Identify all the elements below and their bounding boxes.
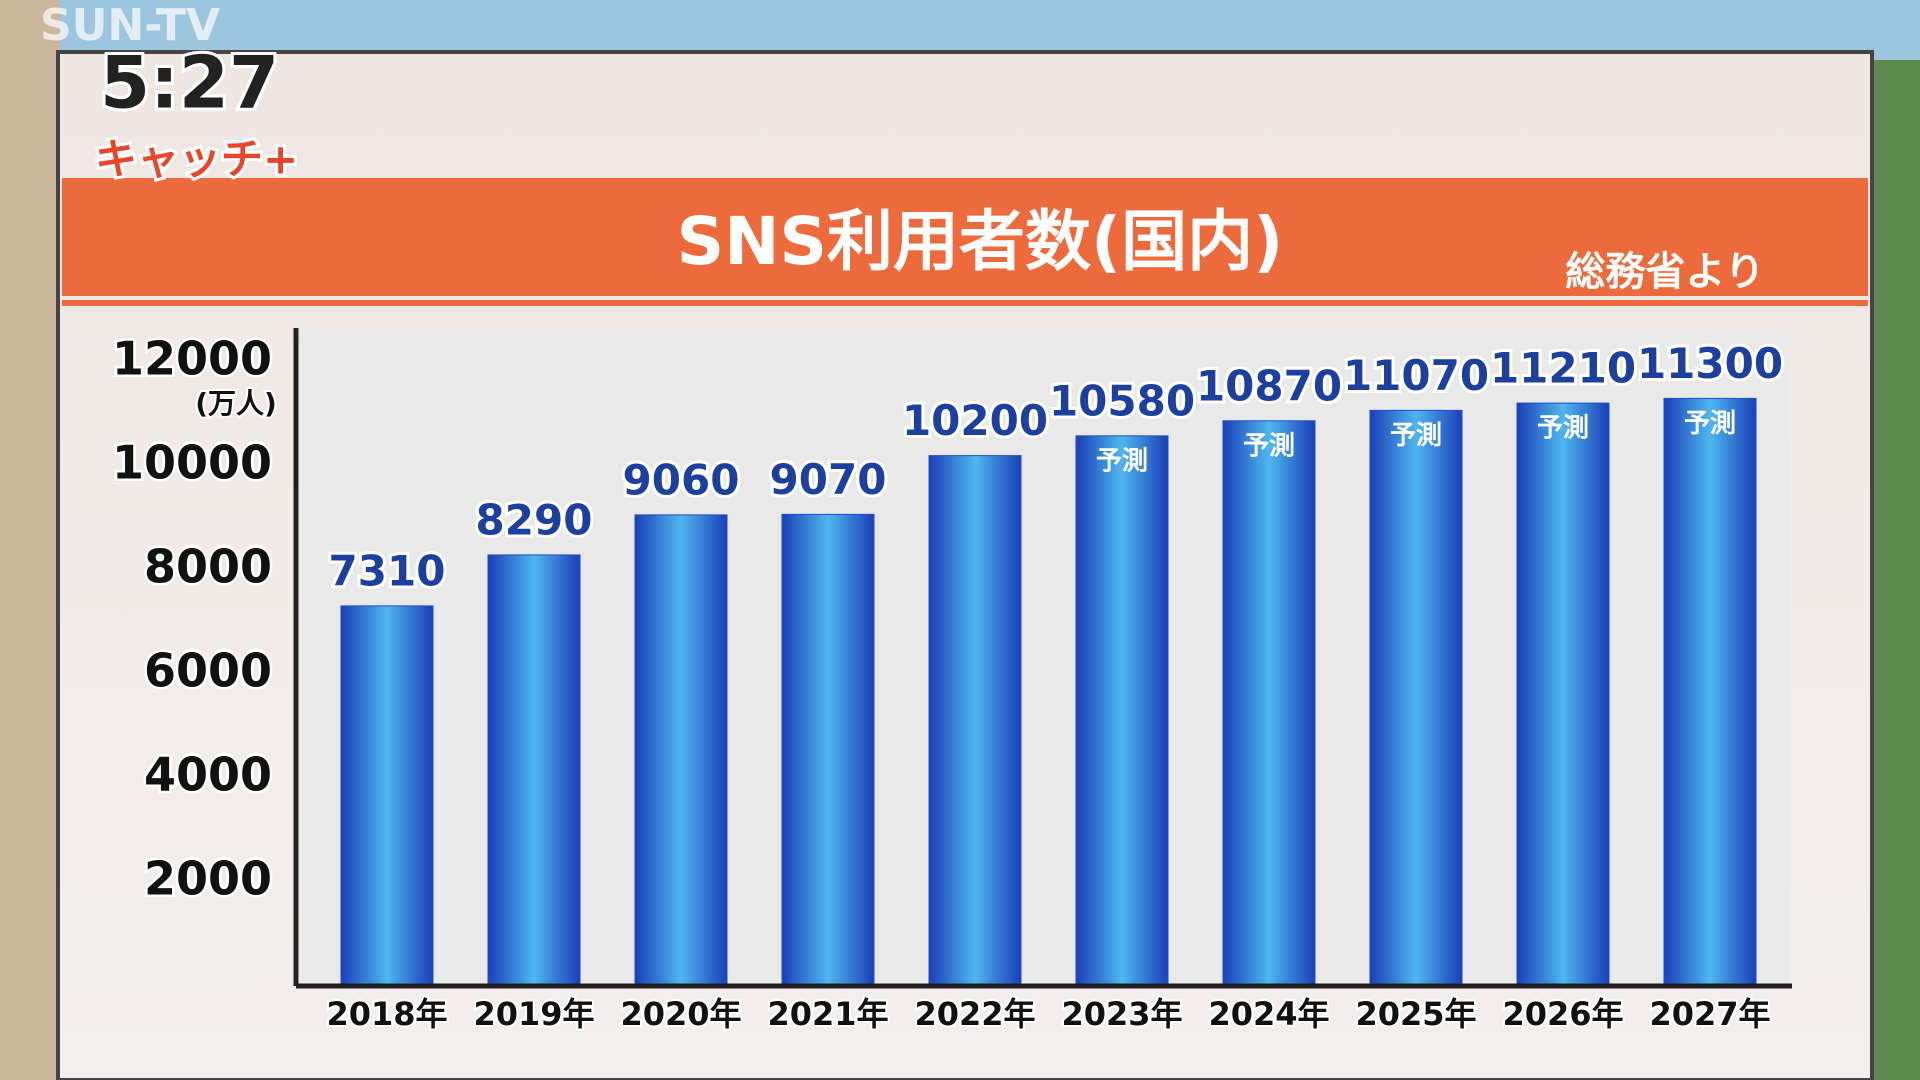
forecast-note: 予測 [1243, 431, 1295, 461]
bar [487, 554, 581, 987]
x-tick-label: 2021年 [767, 995, 888, 1033]
x-tick-label: 2023年 [1061, 995, 1182, 1033]
x-tick-label: 2025年 [1355, 995, 1476, 1033]
studio-right [1870, 60, 1920, 1080]
value-label: 10200 [902, 396, 1048, 445]
x-tick-label: 2020年 [620, 995, 741, 1033]
forecast-note: 予測 [1390, 421, 1442, 451]
value-label: 11210 [1490, 344, 1636, 393]
bar [634, 514, 728, 987]
channel-logo: SUN-TV [40, 0, 220, 51]
bar [928, 455, 1022, 987]
y-tick-label: 2000 [144, 852, 272, 906]
x-tick-label: 2027年 [1649, 995, 1770, 1033]
x-tick-label: 2018年 [326, 995, 447, 1033]
bar [781, 513, 875, 987]
header-band [62, 178, 1868, 296]
forecast-note: 予測 [1537, 414, 1589, 444]
bar [1222, 420, 1316, 987]
value-label: 8290 [476, 495, 593, 544]
forecast-note: 予測 [1096, 446, 1148, 476]
y-tick-label: 10000 [112, 436, 272, 490]
value-label: 9070 [770, 455, 887, 504]
x-tick-label: 2024年 [1208, 995, 1329, 1033]
y-tick-label: 8000 [144, 540, 272, 594]
clock: 5:27 [100, 41, 279, 125]
x-tick-label: 2019年 [473, 995, 594, 1033]
value-label: 10870 [1196, 361, 1342, 410]
y-tick-label: 12000 [112, 332, 272, 386]
x-tick-label: 2026年 [1502, 995, 1623, 1033]
bar [1516, 402, 1610, 987]
y-tick-label: 4000 [144, 748, 272, 802]
y-tick-label: 6000 [144, 644, 272, 698]
x-tick-label: 2022年 [914, 995, 1035, 1033]
value-label: 7310 [329, 546, 446, 595]
value-label: 10580 [1049, 376, 1195, 425]
value-label: 11300 [1637, 339, 1783, 388]
chart-title: SNS利用者数(国内) [677, 203, 1284, 280]
value-label: 11070 [1343, 351, 1489, 400]
forecast-note: 予測 [1684, 409, 1736, 439]
bar [340, 605, 434, 987]
bar [1369, 409, 1463, 987]
program-logo: キャッチ+ [95, 135, 298, 184]
bar [1075, 435, 1169, 987]
source: 総務省より [1565, 249, 1764, 295]
value-label: 9060 [623, 455, 740, 504]
bar [1663, 397, 1757, 987]
header-line [62, 300, 1868, 306]
y-unit: (万人) [195, 387, 277, 420]
